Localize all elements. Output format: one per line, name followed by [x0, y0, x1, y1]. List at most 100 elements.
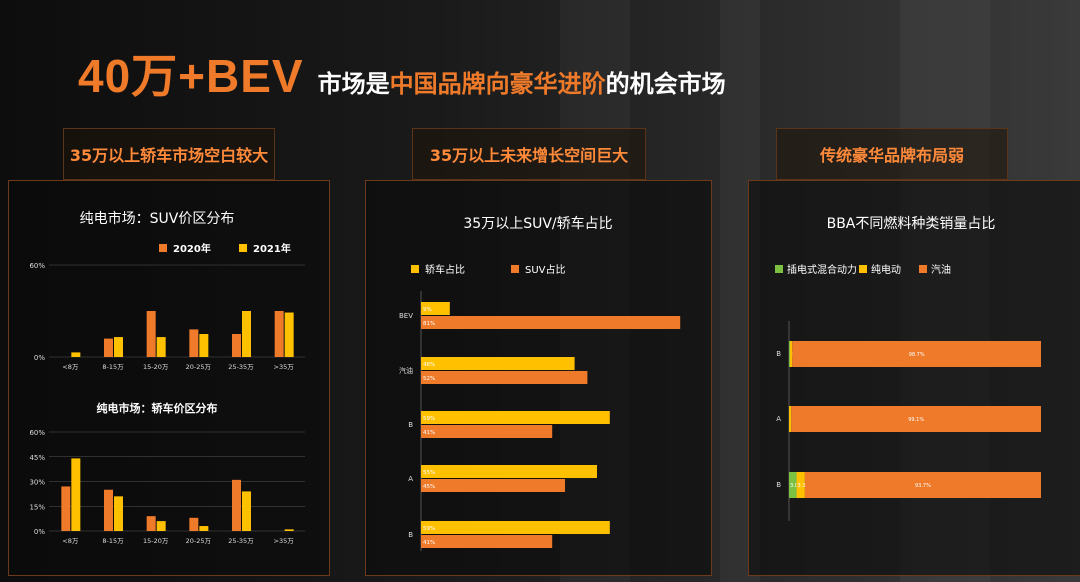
x-tick-label: 15-20万 — [143, 537, 169, 545]
bar — [199, 526, 209, 531]
bar — [242, 311, 251, 357]
legend-swatch — [511, 265, 519, 273]
y-tick-label: 0% — [34, 528, 45, 536]
bar — [232, 479, 241, 531]
legend-label: 轿车占比 — [425, 263, 465, 276]
bar — [421, 425, 553, 438]
y-tick-label: 汽油 — [399, 366, 413, 375]
x-tick-label: >35万 — [274, 537, 295, 545]
bar — [61, 486, 71, 531]
legend-swatch — [411, 265, 419, 273]
bar — [242, 491, 251, 531]
bar — [421, 521, 610, 534]
chart-title: 35万以上SUV/轿车占比 — [463, 215, 612, 232]
chart-bba-fuel-share: BBA不同燃料种类销量占比插电式混合动力纯电动汽油B0.9%98.7%A0.9%… — [775, 215, 1041, 521]
y-tick-label: B — [776, 481, 781, 489]
panel-suv-sedan-ratio: 35万以上SUV/轿车占比 轿车占比 SUV占比 BEV 9% 81% 汽油 48% 52% B 5… — [365, 180, 712, 576]
y-tick-label: B — [408, 421, 413, 429]
y-tick-label: A — [408, 475, 413, 483]
bar — [104, 338, 113, 357]
y-tick-label: 60% — [29, 429, 45, 437]
data-label: 3.0% — [790, 483, 803, 489]
title-highlight: 40万+BEV — [78, 50, 304, 102]
y-tick-label: BEV — [399, 312, 413, 320]
data-label: 98.7% — [909, 352, 925, 358]
bar — [71, 458, 81, 531]
bar — [284, 529, 294, 531]
title-subtitle: 市场是中国品牌向豪华进阶的机会市场 — [317, 70, 726, 98]
legend-label: SUV占比 — [525, 263, 566, 276]
bar — [189, 517, 199, 531]
bar-segment — [790, 341, 793, 367]
chart-suv-sedan-distribution: 纯电市场：SUV价区分布 2020年 2021年 0% 60% <8万 8-15万 15-20… — [29, 210, 305, 545]
bar — [156, 521, 166, 531]
bar — [146, 516, 156, 531]
bar — [232, 334, 241, 357]
data-label: 81% — [423, 321, 435, 327]
data-label: 45% — [423, 484, 435, 490]
bar — [421, 371, 588, 384]
bar — [189, 329, 199, 357]
x-tick-label: 8-15万 — [102, 363, 124, 371]
legend-swatch — [239, 244, 247, 252]
y-tick-label: 30% — [29, 479, 45, 487]
bar — [71, 352, 81, 357]
data-label: 9% — [423, 307, 432, 313]
data-label: 59% — [423, 416, 435, 422]
section-header-2: 35万以上未来增长空间巨大 — [412, 128, 646, 180]
chart-title: 纯电市场：SUV价区分布 — [80, 210, 235, 227]
section-header-1: 35万以上轿车市场空白较大 — [63, 128, 275, 180]
x-tick-label: 8-15万 — [102, 537, 124, 545]
panel-bba-fuel: BBA不同燃料种类销量占比插电式混合动力纯电动汽油B0.9%98.7%A0.9%… — [748, 180, 1080, 576]
bar — [421, 465, 597, 478]
x-tick-label: 20-25万 — [186, 363, 212, 371]
x-tick-label: >35万 — [274, 363, 295, 371]
y-tick-label: 0% — [34, 354, 45, 362]
y-tick-label: 45% — [29, 454, 45, 462]
legend-label: 2020年 — [173, 242, 211, 255]
legend-swatch — [159, 244, 167, 252]
page-title: 40万+BEV 市场是中国品牌向豪华进阶的机会市场 — [78, 40, 726, 106]
bar — [421, 535, 553, 548]
chart-title: 纯电市场：轿车价区分布 — [97, 401, 218, 415]
bar-segment — [791, 406, 1041, 432]
bar-segment — [789, 472, 797, 498]
legend-label: 纯电动 — [871, 263, 901, 276]
bar-segment — [789, 406, 792, 432]
bar — [146, 311, 156, 357]
bar-segment — [792, 341, 1041, 367]
y-tick-label: B — [408, 531, 413, 539]
legend-swatch — [919, 265, 927, 273]
x-tick-label: 25-35万 — [228, 363, 254, 371]
data-label: 99.1% — [908, 417, 924, 423]
x-tick-label: 15-20万 — [143, 363, 169, 371]
bar — [199, 334, 209, 357]
data-label: 59% — [423, 526, 435, 532]
bar — [104, 489, 113, 531]
data-label: 52% — [423, 376, 435, 382]
data-label: 3.3% — [798, 483, 811, 489]
x-tick-label: <8万 — [62, 363, 79, 371]
bar — [114, 496, 123, 531]
legend-swatch — [775, 265, 783, 273]
bar — [284, 312, 294, 357]
chart-title: BBA不同燃料种类销量占比 — [827, 215, 996, 232]
bar — [421, 302, 450, 315]
bar — [274, 311, 284, 357]
legend-label: 汽油 — [931, 263, 951, 276]
bar — [114, 337, 123, 357]
bar-segment — [789, 341, 791, 367]
y-tick-label: 15% — [29, 503, 45, 511]
legend-swatch — [859, 265, 867, 273]
y-tick-label: 60% — [29, 262, 45, 270]
data-label: 41% — [423, 540, 435, 546]
panel-price-distribution: 纯电市场：SUV价区分布 2020年 2021年 0% 60% <8万 8-15万 15-20… — [8, 180, 330, 576]
bar — [156, 337, 166, 357]
legend-label: 插电式混合动力 — [787, 263, 857, 276]
y-tick-label: A — [776, 415, 781, 423]
bar — [421, 357, 575, 370]
bar-segment — [796, 472, 805, 498]
data-label: 41% — [423, 430, 435, 436]
y-tick-label: B — [776, 350, 781, 358]
